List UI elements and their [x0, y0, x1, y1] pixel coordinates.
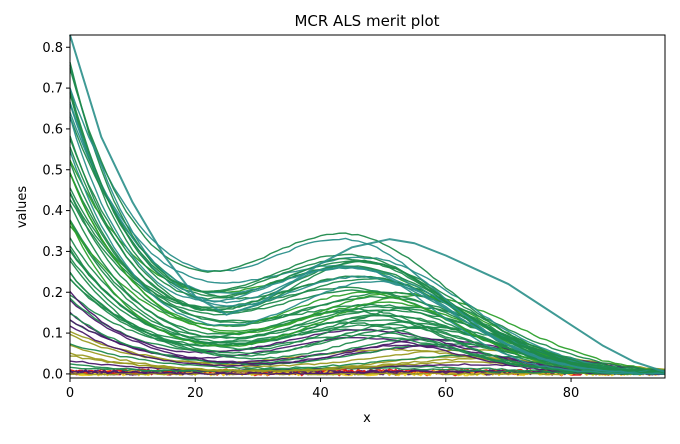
x-tick-label: 20	[187, 386, 204, 401]
y-tick-label: 0.7	[42, 82, 63, 97]
series-line	[69, 146, 666, 374]
y-tick-label: 0.6	[42, 122, 63, 137]
chart-title: MCR ALS merit plot	[294, 12, 439, 30]
series-line	[69, 103, 666, 375]
y-tick-label: 0.2	[42, 286, 63, 301]
y-tick-label: 0.1	[42, 327, 63, 342]
y-tick-label: 0.3	[42, 245, 63, 260]
y-tick-label: 0.8	[42, 41, 63, 56]
series-line	[69, 290, 666, 375]
y-axis-label: values	[15, 186, 30, 229]
series-line	[69, 272, 666, 375]
x-axis-label: x	[363, 411, 371, 426]
series-lines	[69, 34, 666, 377]
series-line	[69, 172, 666, 372]
x-tick-label: 0	[66, 386, 74, 401]
y-tick-label: 0.0	[42, 367, 63, 382]
series-line	[69, 34, 666, 373]
series-line	[69, 92, 666, 374]
series-line	[69, 193, 666, 373]
x-axis-ticks: 0 20 40 60 80	[66, 378, 579, 401]
y-tick-label: 0.5	[42, 163, 63, 178]
series-line	[69, 111, 666, 374]
series-line	[69, 68, 666, 374]
y-tick-label: 0.4	[42, 204, 63, 219]
y-axis-ticks: 0.0 0.1 0.2 0.3 0.4 0.5 0.6 0.7 0.8	[42, 41, 70, 382]
x-tick-label: 80	[563, 386, 580, 401]
series-line	[69, 61, 666, 374]
x-tick-label: 40	[312, 386, 329, 401]
plot-frame	[69, 34, 666, 379]
x-tick-label: 60	[438, 386, 455, 401]
